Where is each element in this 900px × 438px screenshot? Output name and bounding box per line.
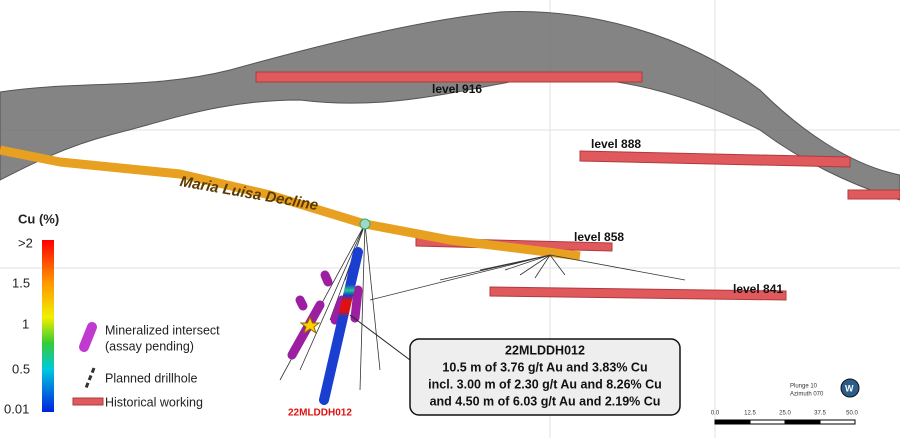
scale-label: >2 bbox=[18, 235, 33, 250]
legend-label: Planned drillhole bbox=[105, 371, 197, 385]
legend-label: (assay pending) bbox=[105, 339, 194, 353]
scale-label: 0.5 bbox=[12, 361, 30, 376]
level-label: level 888 bbox=[591, 137, 641, 151]
orientation: Plunge 10 bbox=[790, 384, 818, 390]
scale-label: 1.5 bbox=[12, 275, 30, 290]
legend-label: Historical working bbox=[105, 395, 203, 409]
callout-line: and 4.50 m of 6.03 g/t Au and 2.19% Cu bbox=[430, 394, 661, 408]
scale-label: 50.0 bbox=[846, 411, 858, 417]
scale-label: 1 bbox=[22, 316, 29, 331]
callout-title: 22MLDDH012 bbox=[505, 343, 585, 357]
scale-label: 25.0 bbox=[779, 411, 791, 417]
level-label: level 841 bbox=[733, 282, 783, 296]
scale-bar bbox=[714, 419, 856, 425]
compass-letter: W bbox=[845, 383, 854, 393]
decline bbox=[0, 145, 581, 261]
scale-label: 37.5 bbox=[814, 411, 826, 417]
legend-icon bbox=[72, 397, 104, 406]
legend-label: Mineralized intersect bbox=[105, 323, 220, 337]
orientation: Azimuth 070 bbox=[790, 392, 824, 398]
scale-title: Cu (%) bbox=[18, 211, 59, 226]
decline-label: Maria Luisa Decline bbox=[179, 173, 320, 214]
workings bbox=[255, 71, 900, 301]
compass bbox=[840, 378, 860, 398]
drillhole-label: 22MLDDH012 bbox=[288, 408, 352, 419]
legend-icon bbox=[79, 322, 97, 352]
color-bar bbox=[42, 240, 54, 412]
leader bbox=[349, 314, 411, 361]
legend-icon bbox=[84, 367, 96, 389]
star bbox=[299, 315, 321, 335]
level-label: level 858 bbox=[574, 230, 624, 244]
collar bbox=[359, 218, 371, 230]
scale-label: 0.01 bbox=[4, 401, 29, 416]
scale-label: 0.0 bbox=[711, 411, 720, 417]
callout-box bbox=[409, 338, 681, 416]
surface bbox=[0, 11, 900, 201]
drillhole bbox=[319, 247, 363, 405]
callout-line: incl. 3.00 m of 2.30 g/t Au and 8.26% Cu bbox=[428, 377, 662, 391]
callout-line: 10.5 m of 3.76 g/t Au and 3.83% Cu bbox=[442, 360, 647, 374]
scale-label: 12.5 bbox=[744, 411, 756, 417]
level-label: level 916 bbox=[432, 82, 482, 96]
